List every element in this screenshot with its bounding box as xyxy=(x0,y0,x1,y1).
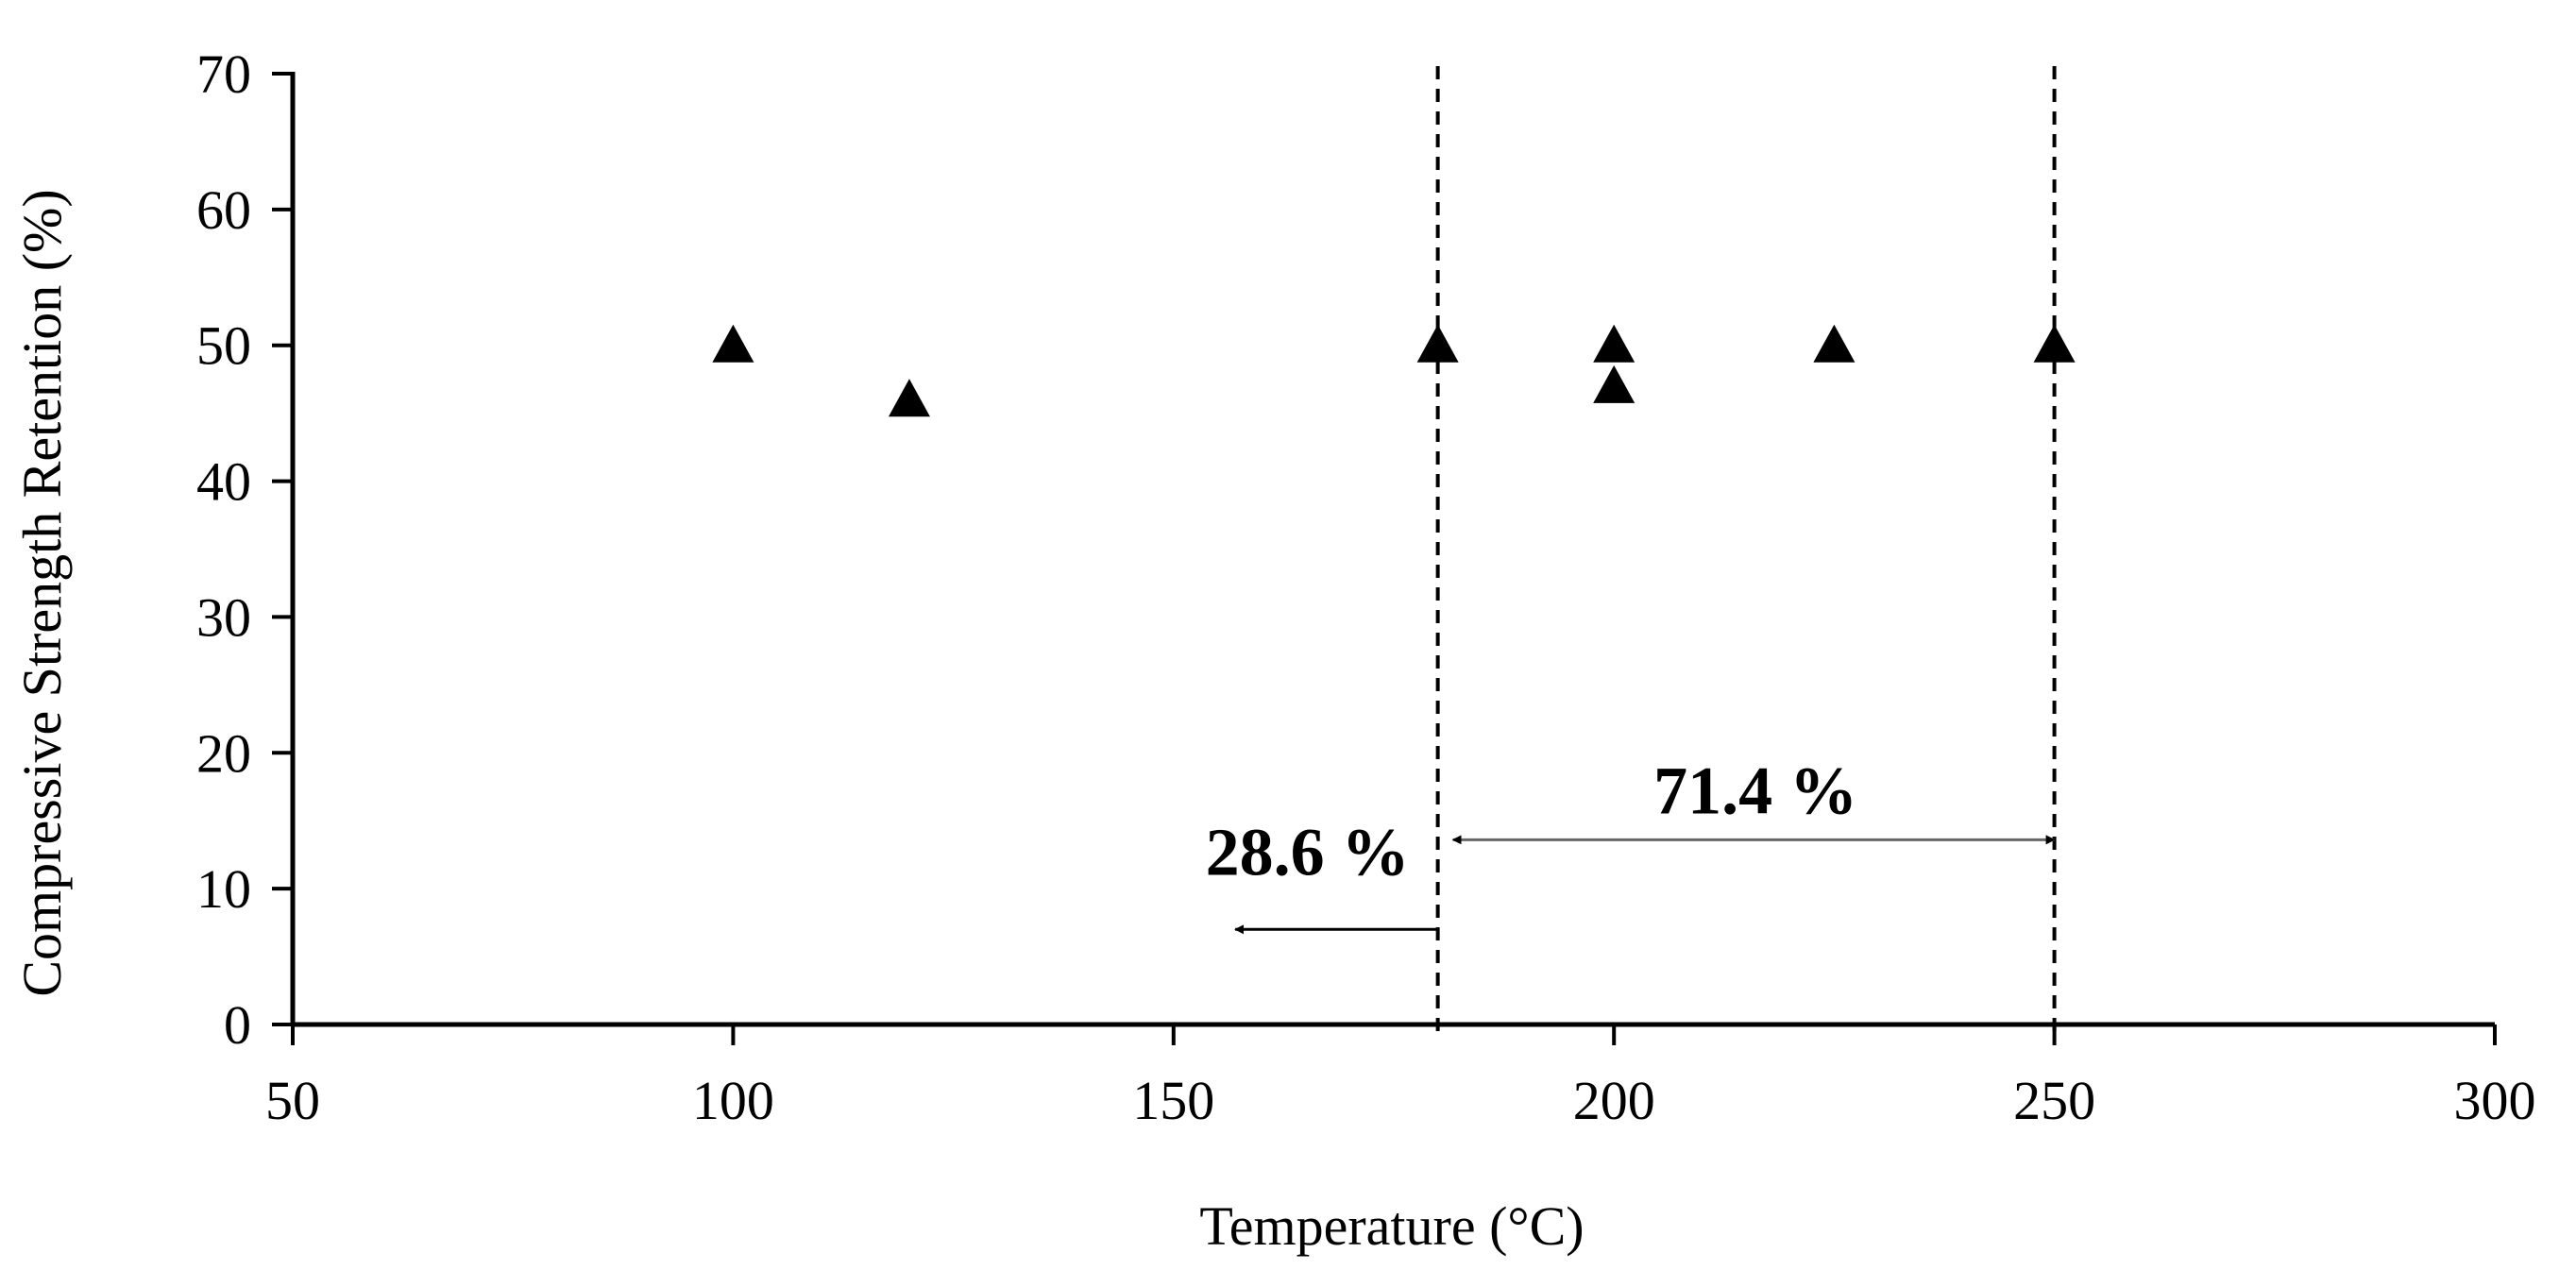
annotations: 28.6 % 71.4 % xyxy=(1206,753,2056,935)
x-tick-label: 250 xyxy=(2013,1070,2095,1131)
x-tick-label: 50 xyxy=(265,1070,320,1131)
y-tick-label: 10 xyxy=(196,858,251,920)
y-tick-label: 20 xyxy=(196,722,251,784)
triangle-point xyxy=(1593,364,1635,403)
data-points xyxy=(712,324,2076,417)
tick-labels: 0 10 20 30 40 50 60 70 50 100 150 200 250 300 xyxy=(196,43,2536,1131)
annotation-label: 28.6 % xyxy=(1206,814,1410,889)
triangle-point xyxy=(888,379,930,417)
x-axis-title: Temperature (°C) xyxy=(1199,1195,1584,1257)
y-axis-title: Compressive Strength Retention (%) xyxy=(11,189,73,996)
axes xyxy=(272,72,2497,1045)
reference-lines xyxy=(1435,66,2057,1032)
annotation-label: 71.4 % xyxy=(1653,753,1857,828)
triangle-point xyxy=(1593,324,1635,363)
triangle-point xyxy=(1813,324,1856,363)
y-tick-label: 70 xyxy=(196,43,251,105)
x-tick-label: 150 xyxy=(1132,1070,1214,1131)
y-tick-label: 40 xyxy=(196,451,251,513)
triangle-point xyxy=(1416,324,1459,363)
x-tick-label: 300 xyxy=(2454,1070,2536,1131)
y-tick-label: 60 xyxy=(196,179,251,241)
y-tick-label: 50 xyxy=(196,315,251,377)
triangle-point xyxy=(712,324,754,363)
y-tick-label: 30 xyxy=(196,586,251,648)
x-tick-label: 200 xyxy=(1573,1070,1655,1131)
y-tick-label: 0 xyxy=(224,994,251,1056)
triangle-point xyxy=(2033,324,2076,363)
x-tick-label: 100 xyxy=(692,1070,774,1131)
